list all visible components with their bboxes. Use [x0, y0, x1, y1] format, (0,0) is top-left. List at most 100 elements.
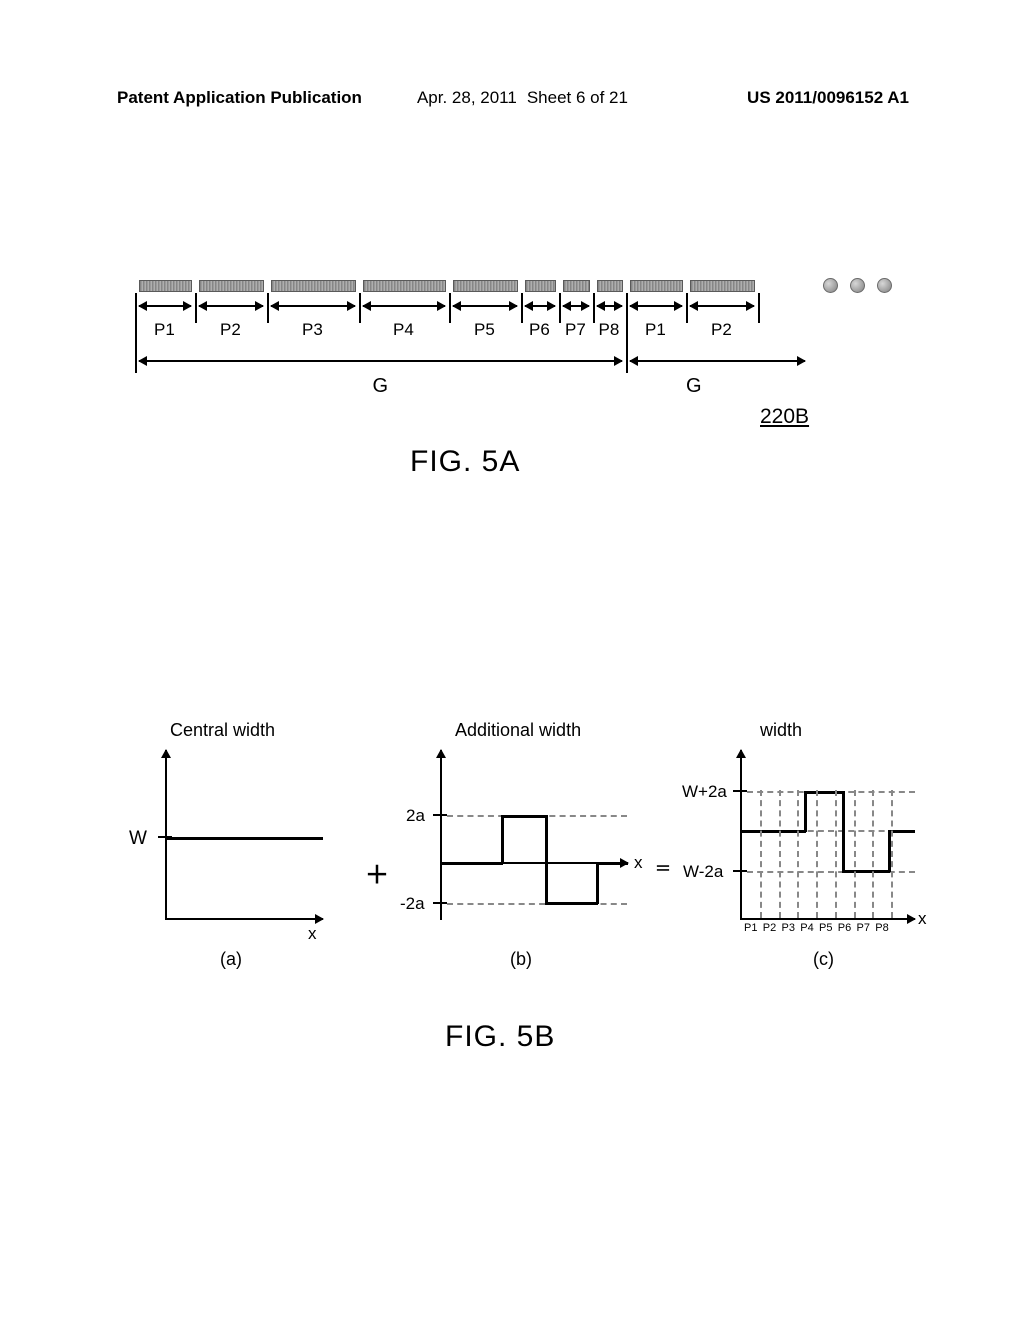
segment-tick — [559, 293, 561, 323]
reference-number: 220B — [760, 405, 809, 429]
x-axis — [740, 918, 915, 920]
figure-label-5b: FIG. 5B — [445, 1020, 555, 1054]
plot-line — [842, 791, 845, 872]
subplot-b-letter: (b) — [510, 949, 532, 970]
y-tick-wplus2a: W+2a — [682, 782, 727, 802]
sheet-number: Sheet 6 of 21 — [527, 88, 628, 108]
x-tick-line — [779, 790, 781, 918]
figure-5a: 220B FIG. 5A P1P2P3P4P5P6P7P8P1P2GG — [135, 280, 895, 296]
x-tick-line — [835, 790, 837, 918]
dashed-guide — [447, 903, 627, 905]
plot-line — [804, 791, 844, 794]
continuation-dot-icon — [877, 278, 892, 293]
y-tick-label-w: W — [129, 828, 147, 850]
x-axis-label: x — [308, 924, 317, 944]
plot-line — [596, 862, 628, 865]
x-axis — [165, 918, 323, 920]
group-arrow — [630, 360, 805, 362]
group-label: G — [373, 375, 389, 398]
segment-tick — [267, 293, 269, 323]
segment-arrow — [453, 305, 517, 307]
y-tick-2a: 2a — [406, 806, 425, 826]
figure-label-5a: FIG. 5A — [410, 445, 520, 479]
y-axis — [440, 750, 442, 920]
x-tick-label: P5 — [819, 922, 832, 934]
subplot-c: width W+2a W-2a P1P2P3P4P5P6P7P8 x (c) — [685, 750, 915, 920]
x-tick-line — [816, 790, 818, 918]
segment-label: P8 — [599, 320, 620, 340]
subplot-c-title: width — [760, 720, 802, 741]
bar-segment — [630, 280, 683, 292]
y-axis — [740, 750, 742, 920]
group-label: G — [686, 375, 702, 398]
segment-tick — [686, 293, 688, 323]
segment-tick — [359, 293, 361, 323]
subplot-a-letter: (a) — [220, 949, 242, 970]
plot-line — [804, 791, 807, 832]
x-tick-label: P2 — [763, 922, 776, 934]
y-tick-neg2a: -2a — [400, 894, 425, 914]
plot-line — [596, 862, 599, 904]
subplot-a-title: Central width — [170, 720, 275, 741]
x-tick-label: P8 — [875, 922, 888, 934]
segment-tick — [195, 293, 197, 323]
publication-number: US 2011/0096152 A1 — [747, 88, 909, 108]
segment-label: P1 — [154, 320, 175, 340]
subplot-c-letter: (c) — [813, 949, 834, 970]
segment-label: P2 — [220, 320, 241, 340]
plot-line — [545, 815, 548, 904]
segment-tick — [135, 293, 137, 373]
bar-segment — [271, 280, 356, 292]
bar-segment — [453, 280, 518, 292]
segment-arrow — [139, 305, 191, 307]
segment-arrow — [630, 305, 682, 307]
y-tick — [433, 814, 447, 816]
segment-arrow — [690, 305, 754, 307]
plus-icon: ＋ — [365, 855, 389, 890]
plot-line — [545, 902, 598, 905]
subplot-b-title: Additional width — [455, 720, 581, 741]
bar-segment — [139, 280, 192, 292]
bar-segment — [690, 280, 755, 292]
segment-tick — [521, 293, 523, 323]
bar-segment — [363, 280, 446, 292]
publication-date: Apr. 28, 2011 — [417, 88, 517, 108]
segment-label: P2 — [711, 320, 732, 340]
subplot-a: Central width W x (a) — [125, 750, 325, 920]
x-tick-label: P4 — [800, 922, 813, 934]
segment-arrow — [363, 305, 445, 307]
bars-row — [135, 280, 805, 296]
continuation-dot-icon — [823, 278, 838, 293]
segment-arrow — [271, 305, 355, 307]
x-tick-line — [891, 790, 893, 918]
equals-icon: ＝ — [655, 855, 669, 879]
y-axis — [165, 750, 167, 920]
segment-tick — [449, 293, 451, 323]
bar-segment — [525, 280, 556, 292]
segment-tick — [593, 293, 595, 323]
bar-segment — [199, 280, 264, 292]
segment-label: P4 — [393, 320, 414, 340]
x-tick-label: P1 — [744, 922, 757, 934]
x-tick-label: P6 — [838, 922, 851, 934]
segment-arrow — [563, 305, 589, 307]
y-tick — [733, 790, 747, 792]
y-tick-wminus2a: W-2a — [683, 862, 723, 882]
x-tick-line — [854, 790, 856, 918]
segment-tick — [626, 293, 628, 373]
x-tick-line — [872, 790, 874, 918]
plot-line — [842, 870, 890, 873]
x-tick-line — [760, 790, 762, 918]
segment-label: P6 — [529, 320, 550, 340]
segment-arrow — [199, 305, 263, 307]
segment-label: P3 — [302, 320, 323, 340]
plot-line — [501, 815, 547, 818]
x-axis-label: x — [918, 909, 927, 929]
segment-arrow — [597, 305, 622, 307]
continuation-dot-icon — [850, 278, 865, 293]
segment-label: P1 — [645, 320, 666, 340]
group-arrow — [139, 360, 622, 362]
segment-arrow — [525, 305, 555, 307]
segment-label: P7 — [565, 320, 586, 340]
publication-label: Patent Application Publication — [117, 88, 362, 108]
